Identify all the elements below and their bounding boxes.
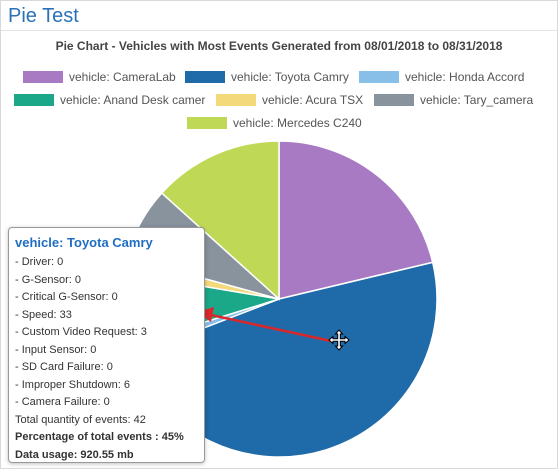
legend-swatch (23, 71, 63, 83)
legend-item[interactable]: vehicle: Acura TSX (216, 93, 363, 107)
tooltip-line: - Input Sensor: 0 (15, 343, 97, 356)
tooltip-line: Total quantity of events: 42 (15, 413, 146, 426)
legend-swatch (374, 94, 414, 106)
legend-label: vehicle: Mercedes C240 (233, 116, 362, 130)
legend-item[interactable]: vehicle: CameraLab (23, 70, 176, 84)
tooltip-line: - Camera Failure: 0 (15, 396, 110, 408)
legend-swatch (187, 117, 227, 129)
title-divider (1, 30, 557, 31)
legend-swatch (216, 94, 256, 106)
legend-label: vehicle: Acura TSX (262, 93, 364, 107)
legend-swatch (14, 94, 54, 106)
annotation-arrow-line (210, 313, 332, 343)
tooltip-line: - Critical G-Sensor: 0 (15, 291, 118, 303)
legend-item[interactable]: vehicle: Anand Desk camer (14, 93, 205, 107)
legend-label: vehicle: Tary_camera (420, 93, 534, 107)
legend-label: vehicle: Toyota Camry (231, 70, 349, 84)
tooltip-line: - Improper Shutdown: 6 (15, 378, 130, 391)
legend-swatch (185, 71, 225, 83)
tooltip-title: vehicle: Toyota Camry (15, 235, 153, 250)
tooltip-line: - G-Sensor: 0 (15, 273, 82, 286)
tooltip-line: - Driver: 0 (15, 256, 64, 268)
pie-slice[interactable] (278, 140, 434, 300)
legend-label: vehicle: CameraLab (69, 70, 176, 84)
tooltip-percentage: Percentage of total events : 45% (15, 431, 184, 443)
legend-label: vehicle: Anand Desk camer (60, 93, 206, 107)
tooltip-line: - Speed: 33 (15, 308, 72, 321)
chart-tooltip: vehicle: Toyota Camry - Driver: 0 - G-Se… (8, 227, 205, 463)
tooltip-line: - SD Card Failure: 0 (15, 361, 113, 373)
page-title: Pie Test (8, 5, 79, 27)
legend-item[interactable]: vehicle: Tary_camera (374, 93, 533, 107)
pie-slice[interactable] (160, 140, 280, 301)
legend-swatch (359, 71, 399, 83)
chart-title: Pie Chart - Vehicles with Most Events Ge… (55, 39, 503, 53)
tooltip-data-usage: Data usage: 920.55 mb (15, 448, 134, 461)
tooltip-line: - Custom Video Request: 3 (15, 326, 147, 338)
legend-item[interactable]: vehicle: Mercedes C240 (187, 116, 362, 130)
legend-item[interactable]: vehicle: Toyota Camry (185, 70, 349, 84)
legend-item[interactable]: vehicle: Honda Accord (359, 70, 524, 84)
legend-label: vehicle: Honda Accord (405, 70, 525, 84)
move-cursor-icon (328, 329, 350, 351)
